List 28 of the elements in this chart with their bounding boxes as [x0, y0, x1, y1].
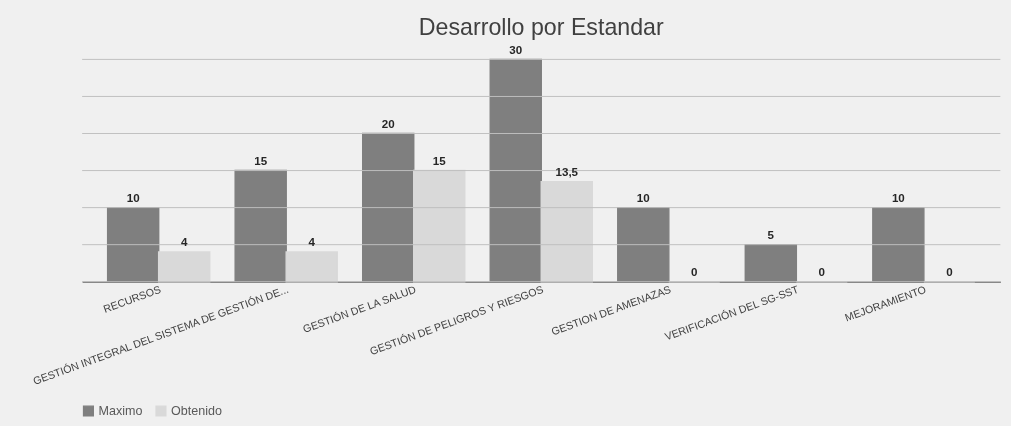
chart-title: Desarrollo por Estandar	[418, 14, 664, 41]
bar	[744, 243, 798, 283]
data-label: 10	[891, 191, 905, 204]
bar	[872, 206, 925, 283]
data-label: 4	[308, 236, 316, 249]
data-label: 15	[254, 154, 268, 167]
legend-label: Obtenido	[171, 403, 223, 418]
data-label: 10	[126, 191, 140, 204]
bar	[157, 251, 211, 283]
bar	[234, 169, 287, 283]
bar	[413, 169, 466, 283]
bar	[540, 180, 593, 283]
data-label: 10	[636, 191, 650, 204]
data-label: 0	[691, 265, 698, 278]
data-label: 13,5	[555, 165, 579, 178]
data-label: 15	[432, 154, 447, 167]
bar	[106, 206, 160, 283]
data-label: 5	[767, 228, 775, 241]
bar	[361, 132, 415, 283]
bar	[285, 251, 338, 283]
bar	[617, 206, 670, 283]
bar	[489, 58, 542, 283]
data-label: 20	[381, 117, 395, 130]
data-label: 30	[509, 43, 523, 56]
legend-label: Maximo	[98, 403, 143, 418]
data-label: 0	[818, 265, 826, 278]
data-label: 4	[180, 236, 188, 249]
data-label: 0	[946, 265, 953, 278]
